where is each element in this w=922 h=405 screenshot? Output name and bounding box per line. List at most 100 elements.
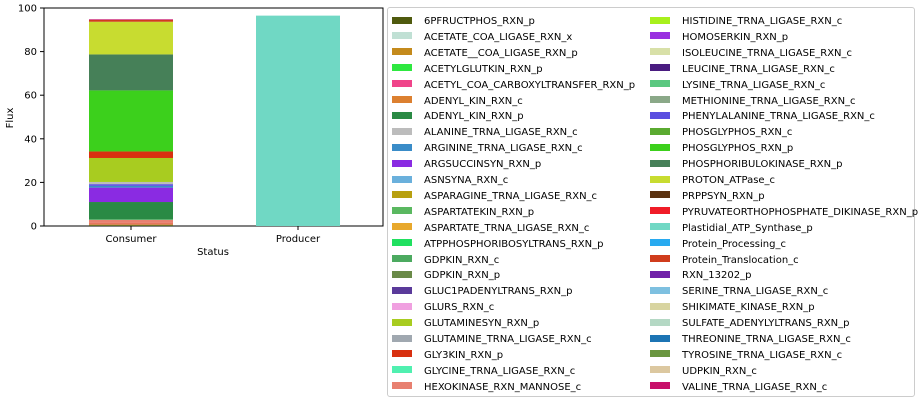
ticks: 0 20 40 60 80 100 Consumer Producer [18, 4, 321, 246]
legend-label: GLY3KIN_RXN_p [424, 349, 504, 361]
legend-label: ADENYL_KIN_RXN_c [424, 95, 523, 107]
legend-item: GLY3KIN_RXN_p [392, 348, 503, 364]
legend-swatch [392, 175, 412, 183]
legend-swatch [392, 127, 412, 135]
legend-item: SERINE_TRNA_LIGASE_RXN_c [650, 284, 828, 300]
bar-segment-consumer-phenylalanine_trna_ligase_rxn_c [89, 184, 173, 186]
bar-segment-consumer-proton_atpase_c [89, 21, 173, 55]
legend-swatch [650, 191, 670, 199]
legend-item: ASPARTATEKIN_RXN_p [392, 205, 534, 221]
legend-swatch [392, 80, 412, 88]
legend-item: GDPKIN_RXN_c [392, 253, 499, 269]
legend-swatch [650, 382, 670, 390]
legend-label: LEUCINE_TRNA_LIGASE_RXN_c [682, 63, 835, 75]
legend-swatch [392, 48, 412, 56]
legend-item: GLUC1PADENYLTRANS_RXN_p [392, 284, 572, 300]
bar-segment-consumer-gly3kin_rxn_p [89, 151, 173, 158]
bar-segment-consumer-alanine_trna_ligase_rxn_c [89, 181, 173, 185]
legend-item: LEUCINE_TRNA_LIGASE_RXN_c [650, 62, 835, 78]
legend-item: HOMOSERKIN_RXN_p [650, 30, 788, 46]
legend-label: 6PFRUCTPHOS_RXN_p [424, 16, 535, 27]
bar-segment-consumer-valine_trna_ligase_rxn_c [89, 19, 173, 20]
legend-swatch [650, 302, 670, 310]
x-axis-label: Status [197, 247, 229, 258]
legend-label: GLYCINE_TRNA_LIGASE_RXN_c [424, 365, 576, 377]
legend-item: GLURS_RXN_c [392, 300, 494, 316]
legend-swatch [650, 350, 670, 358]
legend-item: ARGSUCCINSYN_RXN_p [392, 157, 541, 173]
legend-item: PYRUVATEORTHOPHOSPHATE_DIKINASE_RXN_p [650, 205, 918, 221]
bar-segment-consumer-adenyl_kin_rxn_p [89, 202, 173, 220]
y-tick-label: 0 [31, 222, 37, 233]
legend-label: GLUTAMINE_TRNA_LIGASE_RXN_c [424, 334, 592, 345]
legend-item: ALANINE_TRNA_LIGASE_RXN_c [392, 125, 578, 141]
legend-item: Plastidial_ATP_Synthase_p [650, 221, 813, 237]
legend-item: UDPKIN_RXN_c [650, 364, 757, 380]
legend-label: GLUC1PADENYLTRANS_RXN_p [424, 286, 573, 298]
legend-label: ASPARTATEKIN_RXN_p [424, 206, 535, 218]
legend-label: Protein_Translocation_c [682, 254, 799, 266]
legend-swatch [650, 223, 670, 231]
y-tick-label: 80 [24, 47, 37, 58]
legend-item: ACETYL_COA_CARBOXYLTRANSFER_RXN_p [392, 78, 635, 94]
legend-swatch [650, 64, 670, 72]
legend-swatch [650, 318, 670, 326]
bar-segment-consumer-phosglyphos_rxn_p [89, 90, 173, 152]
legend-item: GLUTAMINE_TRNA_LIGASE_RXN_c [392, 332, 592, 348]
legend-swatch [392, 239, 412, 247]
bar-segment-consumer-acetate__coa_ligase_rxn_p [89, 224, 173, 226]
y-tick-label: 20 [24, 178, 37, 189]
legend-swatch [392, 143, 412, 151]
legend-item: ACETATE__COA_LIGASE_RXN_p [392, 46, 578, 62]
legend-swatch [650, 80, 670, 88]
legend-swatch [650, 207, 670, 215]
bar-segment-consumer-hexokinase_rxn_mannose_c [89, 219, 173, 223]
legend-swatch [392, 16, 412, 24]
legend-item: PHENYLALANINE_TRNA_LIGASE_RXN_c [650, 109, 875, 125]
bar-segment-consumer-phosphoribulokinase_rxn_p [89, 54, 173, 91]
legend-swatch [650, 143, 670, 151]
legend-swatch [392, 96, 412, 103]
legend-item: ACETATE_COA_LIGASE_RXN_x [392, 30, 572, 46]
legend-label: PHOSGLYPHOS_RXN_p [682, 143, 794, 155]
legend-label: PHENYLALANINE_TRNA_LIGASE_RXN_c [682, 111, 875, 123]
legend-label: ACETYL_COA_CARBOXYLTRANSFER_RXN_p [424, 79, 636, 91]
legend-swatch [392, 270, 412, 278]
legend-item: ACETYLGLUTKIN_RXN_p [392, 62, 543, 78]
axes [43, 7, 384, 227]
legend-label: PRPPSYN_RXN_p [682, 190, 765, 202]
legend-label: SHIKIMATE_KINASE_RXN_p [682, 302, 815, 314]
y-tick-label: 60 [24, 91, 37, 102]
legend-item: GLUTAMINESYN_RXN_p [392, 316, 539, 332]
bar-segment-consumer-6pfructphos_rxn_p [89, 225, 173, 226]
legend-item: ARGININE_TRNA_LIGASE_RXN_c [392, 141, 583, 157]
legend-swatch [392, 302, 412, 310]
legend-swatch [650, 334, 670, 342]
legend-item: PHOSGLYPHOS_RXN_c [650, 125, 792, 141]
legend-swatch [392, 207, 412, 215]
legend-item: Protein_Translocation_c [650, 253, 799, 269]
legend-swatch [650, 159, 670, 167]
legend-swatch [650, 111, 670, 119]
legend-swatch [392, 350, 412, 358]
legend-label: SERINE_TRNA_LIGASE_RXN_c [682, 286, 829, 298]
legend-label: ISOLEUCINE_TRNA_LIGASE_RXN_c [682, 47, 853, 59]
legend-swatch [650, 96, 670, 103]
legend-item: HISTIDINE_TRNA_LIGASE_RXN_c [650, 14, 842, 30]
legend-label: ALANINE_TRNA_LIGASE_RXN_c [424, 127, 578, 139]
legend-swatch [392, 223, 412, 231]
y-axis-label: Flux [5, 108, 16, 129]
legend-swatch [392, 191, 412, 199]
bar-segment-consumer-acetyl_coa_carboxyltransfer_rxn_p [89, 223, 173, 225]
legend-swatch [650, 16, 670, 24]
legend-item: LYSINE_TRNA_LIGASE_RXN_c [650, 78, 825, 94]
legend-swatch [392, 64, 412, 72]
bar-segment-producer-plastidial_atp_synthase_p [256, 15, 340, 226]
bar-segment-consumer-glutaminesyn_rxn_p [89, 157, 173, 182]
y-tick-label: 100 [18, 4, 37, 15]
legend-label: ADENYL_KIN_RXN_p [424, 111, 524, 123]
legend-label: UDPKIN_RXN_c [682, 365, 757, 377]
legend-label: ASNSYNA_RXN_c [424, 175, 509, 186]
legend-swatch [392, 159, 412, 167]
legend-swatch [650, 286, 670, 294]
